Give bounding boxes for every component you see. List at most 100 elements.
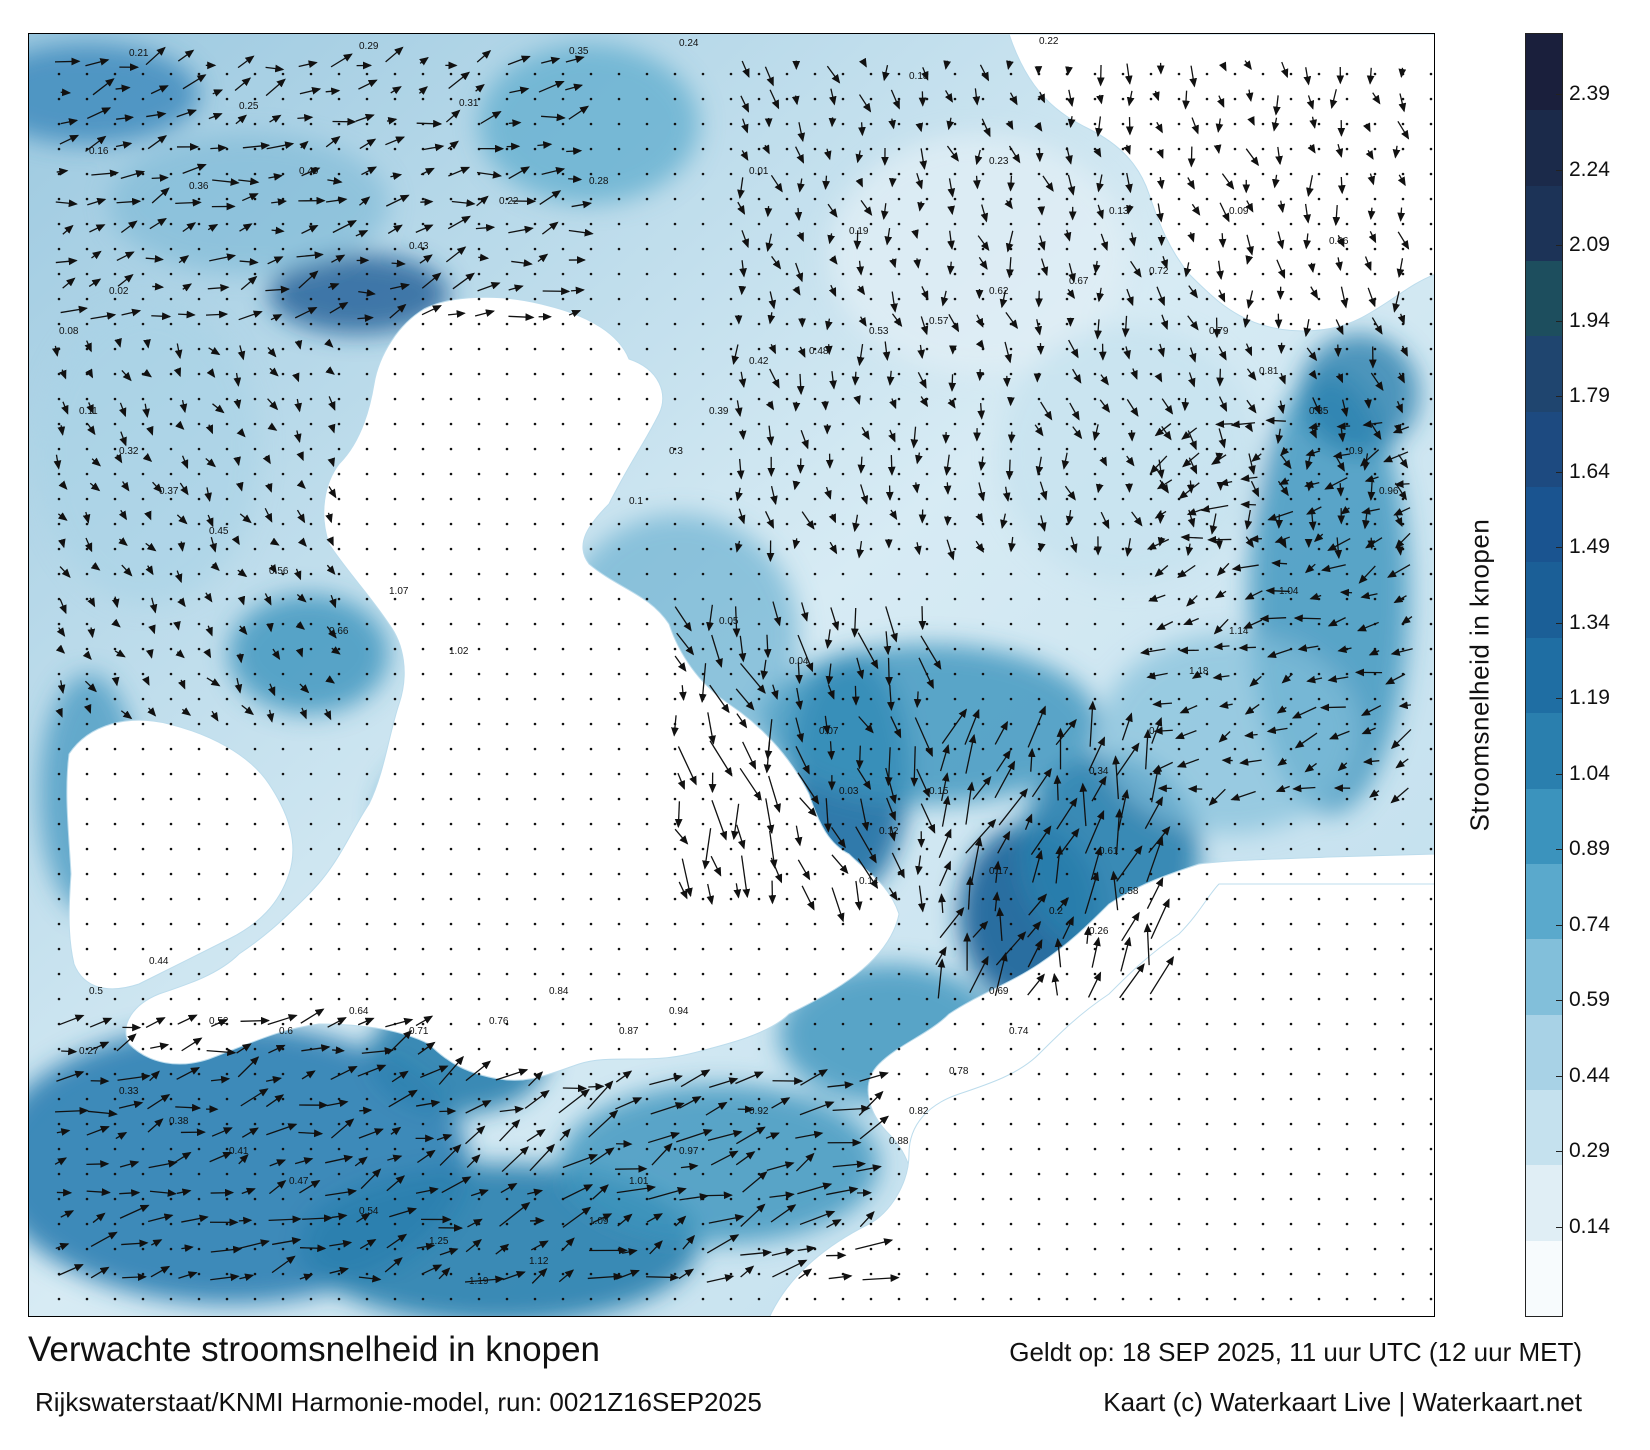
current-arrow (674, 655, 687, 672)
grid-dot (169, 322, 173, 326)
grid-dot (673, 1172, 677, 1176)
grid-dot (505, 722, 509, 726)
grid-dot (1317, 1147, 1321, 1151)
grid-dot (141, 797, 145, 801)
grid-dot (281, 747, 285, 751)
grid-dot (505, 397, 509, 401)
grid-dot (617, 672, 621, 676)
grid-dot (1429, 1122, 1433, 1126)
grid-dot (253, 197, 257, 201)
grid-dot (981, 72, 985, 76)
current-arrow (1028, 893, 1048, 916)
grid-dot (85, 622, 89, 626)
grid-dot (253, 172, 257, 176)
current-arrow (939, 860, 951, 887)
grid-dot (1345, 447, 1349, 451)
grid-dot (365, 1147, 369, 1151)
grid-dot (813, 697, 817, 701)
grid-dot (1317, 1097, 1321, 1101)
current-arrow (824, 486, 832, 500)
grid-dot (421, 1197, 425, 1201)
grid-dot (869, 97, 873, 101)
current-arrow (915, 855, 923, 876)
grid-dot (1289, 797, 1293, 801)
grid-dot (1373, 572, 1377, 576)
grid-dot (953, 697, 957, 701)
current-arrow (1182, 452, 1200, 468)
current-arrow (975, 314, 984, 328)
grid-dot (1429, 722, 1433, 726)
current-arrow (1091, 936, 1101, 968)
grid-dot (897, 1047, 901, 1051)
grid-dot (477, 872, 481, 876)
current-arrow (207, 224, 219, 232)
speed-value-label: 0.04 (789, 656, 809, 667)
grid-dot (729, 647, 733, 651)
grid-dot (365, 372, 369, 376)
speed-value-label: 0.42 (749, 356, 769, 367)
grid-dot (869, 322, 873, 326)
current-arrow (855, 150, 864, 164)
grid-dot (253, 1047, 257, 1051)
grid-dot (1233, 447, 1237, 451)
grid-dot (225, 147, 229, 151)
current-arrow (1191, 117, 1199, 135)
grid-dot (813, 722, 817, 726)
current-arrow (359, 1106, 373, 1115)
grid-dot (897, 1122, 901, 1126)
grid-dot (57, 422, 61, 426)
grid-dot (197, 997, 201, 1001)
grid-dot (365, 497, 369, 501)
grid-dot (421, 897, 425, 901)
current-arrow (888, 177, 897, 188)
grid-dot (113, 347, 117, 351)
grid-dot (953, 622, 957, 626)
grid-dot (421, 1172, 425, 1176)
grid-dot (505, 822, 509, 826)
grid-dot (1205, 622, 1209, 626)
grid-dot (1149, 1047, 1153, 1051)
current-arrow (1188, 285, 1198, 299)
grid-dot (169, 72, 173, 76)
current-arrow (994, 952, 1008, 996)
current-arrow (419, 254, 433, 264)
current-arrow (390, 172, 403, 181)
grid-dot (449, 997, 453, 1001)
grid-dot (505, 547, 509, 551)
grid-dot (505, 97, 509, 101)
current-arrow (209, 253, 237, 262)
grid-dot (225, 197, 229, 201)
grid-dot (57, 372, 61, 376)
current-arrow (1308, 422, 1320, 431)
grid-dot (449, 872, 453, 876)
grid-dot (561, 922, 565, 926)
current-arrow (357, 314, 374, 322)
current-arrow (1249, 534, 1262, 543)
current-arrow (797, 1182, 833, 1195)
current-arrow (508, 225, 534, 234)
current-arrow (1367, 537, 1376, 550)
current-arrow (1185, 543, 1194, 557)
current-speed-map[interactable]: 0.210.250.290.310.350.240.180.220.160.36… (29, 34, 1435, 1317)
grid-dot (1149, 972, 1153, 976)
grid-dot (813, 872, 817, 876)
grid-dot (365, 422, 369, 426)
current-arrow (615, 1269, 640, 1280)
current-arrow (240, 275, 258, 291)
grid-dot (197, 1222, 201, 1226)
map-area[interactable]: 0.21 0.25 0.29 0.31 0.35 0.24 0.18 0.22 0.16 0.36… (28, 33, 1435, 1317)
grid-dot (253, 1122, 257, 1126)
grid-dot (1121, 1122, 1125, 1126)
current-arrow (301, 1070, 316, 1080)
grid-dot (1317, 697, 1321, 701)
grid-dot (1121, 1022, 1125, 1026)
grid-dot (645, 297, 649, 301)
grid-dot (757, 697, 761, 701)
grid-dot (1261, 1197, 1265, 1201)
grid-dot (337, 1122, 341, 1126)
current-arrow (1334, 344, 1342, 358)
grid-dot (701, 322, 705, 326)
grid-dot (505, 1222, 509, 1226)
grid-dot (477, 247, 481, 251)
speed-value-label: 0.92 (749, 1106, 769, 1117)
